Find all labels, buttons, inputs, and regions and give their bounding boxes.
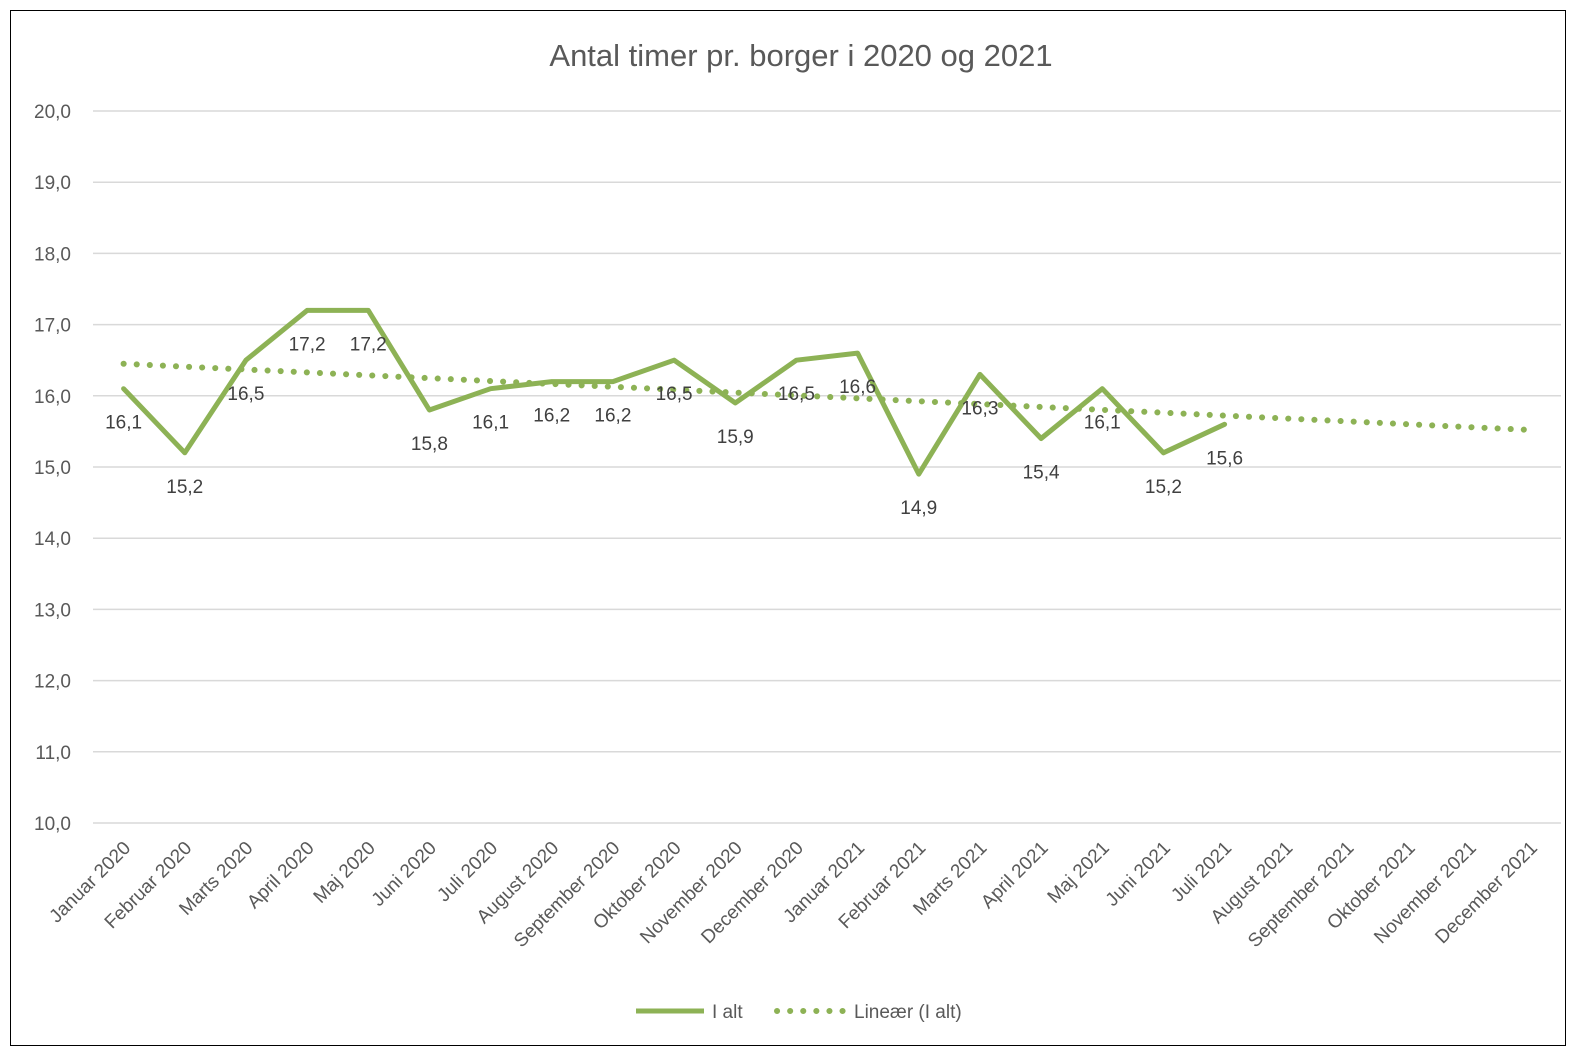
x-tick-label: September 2020 [510, 838, 624, 952]
legend-label-series-1: I alt [712, 1002, 743, 1023]
data-label: 15,4 [1023, 463, 1060, 484]
data-label: 16,5 [656, 384, 693, 405]
y-tick-label: 16,0 [34, 387, 71, 408]
legend-label-series-2: Lineær (I alt) [854, 1002, 962, 1023]
y-tick-label: 18,0 [34, 244, 71, 265]
data-label: 16,2 [594, 406, 631, 427]
series-line-i-alt [121, 307, 1228, 477]
chart-title: Antal timer pr. borger i 2020 og 2021 [549, 38, 1052, 73]
y-tick-label: 11,0 [35, 743, 71, 764]
chart-frame: Antal timer pr. borger i 2020 og 2021 10… [10, 10, 1566, 1046]
y-tick-label: 13,0 [34, 600, 71, 621]
y-tick-label: 17,0 [34, 316, 71, 337]
data-label: 16,6 [839, 377, 876, 398]
x-tick-label: Juni 2021 [1102, 838, 1175, 911]
data-label: 16,3 [961, 398, 998, 419]
data-label: 15,8 [411, 434, 448, 455]
y-tick-label: 14,0 [34, 529, 71, 550]
legend: I alt Lineær (I alt) [636, 1002, 962, 1023]
y-tick-label: 15,0 [34, 458, 71, 479]
trendline [120, 360, 1534, 433]
x-tick-label: September 2021 [1244, 838, 1358, 952]
y-tick-label: 12,0 [34, 672, 71, 693]
x-tick-label: Juni 2020 [368, 838, 441, 911]
data-label: 16,1 [1084, 413, 1121, 434]
y-axis: 10,0 11,0 12,0 13,0 14,0 15,0 16,0 17,0 18,0 19,0… [34, 102, 71, 835]
data-label: 17,2 [289, 334, 326, 355]
data-label: 15,6 [1206, 448, 1243, 469]
x-tick-label: April 2021 [977, 838, 1052, 913]
data-label: 16,5 [778, 384, 815, 405]
data-labels: 16,1 15,2 16,5 17,2 17,2 15,8 16,1 16,2 16,2 16,5… [105, 334, 1243, 519]
data-label: 16,1 [472, 413, 509, 434]
y-tick-label: 20,0 [34, 102, 71, 123]
y-tick-label: 19,0 [34, 173, 71, 194]
data-label: 15,2 [166, 477, 203, 498]
data-label: 16,5 [227, 384, 264, 405]
line-chart: Antal timer pr. borger i 2020 og 2021 10… [34, 38, 1561, 1023]
data-label: 16,2 [533, 406, 570, 427]
grid-lines [93, 110, 1561, 824]
data-label: 15,9 [717, 427, 754, 448]
x-tick-label: April 2020 [243, 838, 318, 913]
y-tick-label: 10,0 [34, 814, 71, 835]
data-label: 17,2 [350, 334, 387, 355]
data-label: 15,2 [1145, 477, 1182, 498]
data-label: 14,9 [900, 498, 937, 519]
data-label: 16,1 [105, 413, 142, 434]
series-layer [120, 307, 1534, 477]
